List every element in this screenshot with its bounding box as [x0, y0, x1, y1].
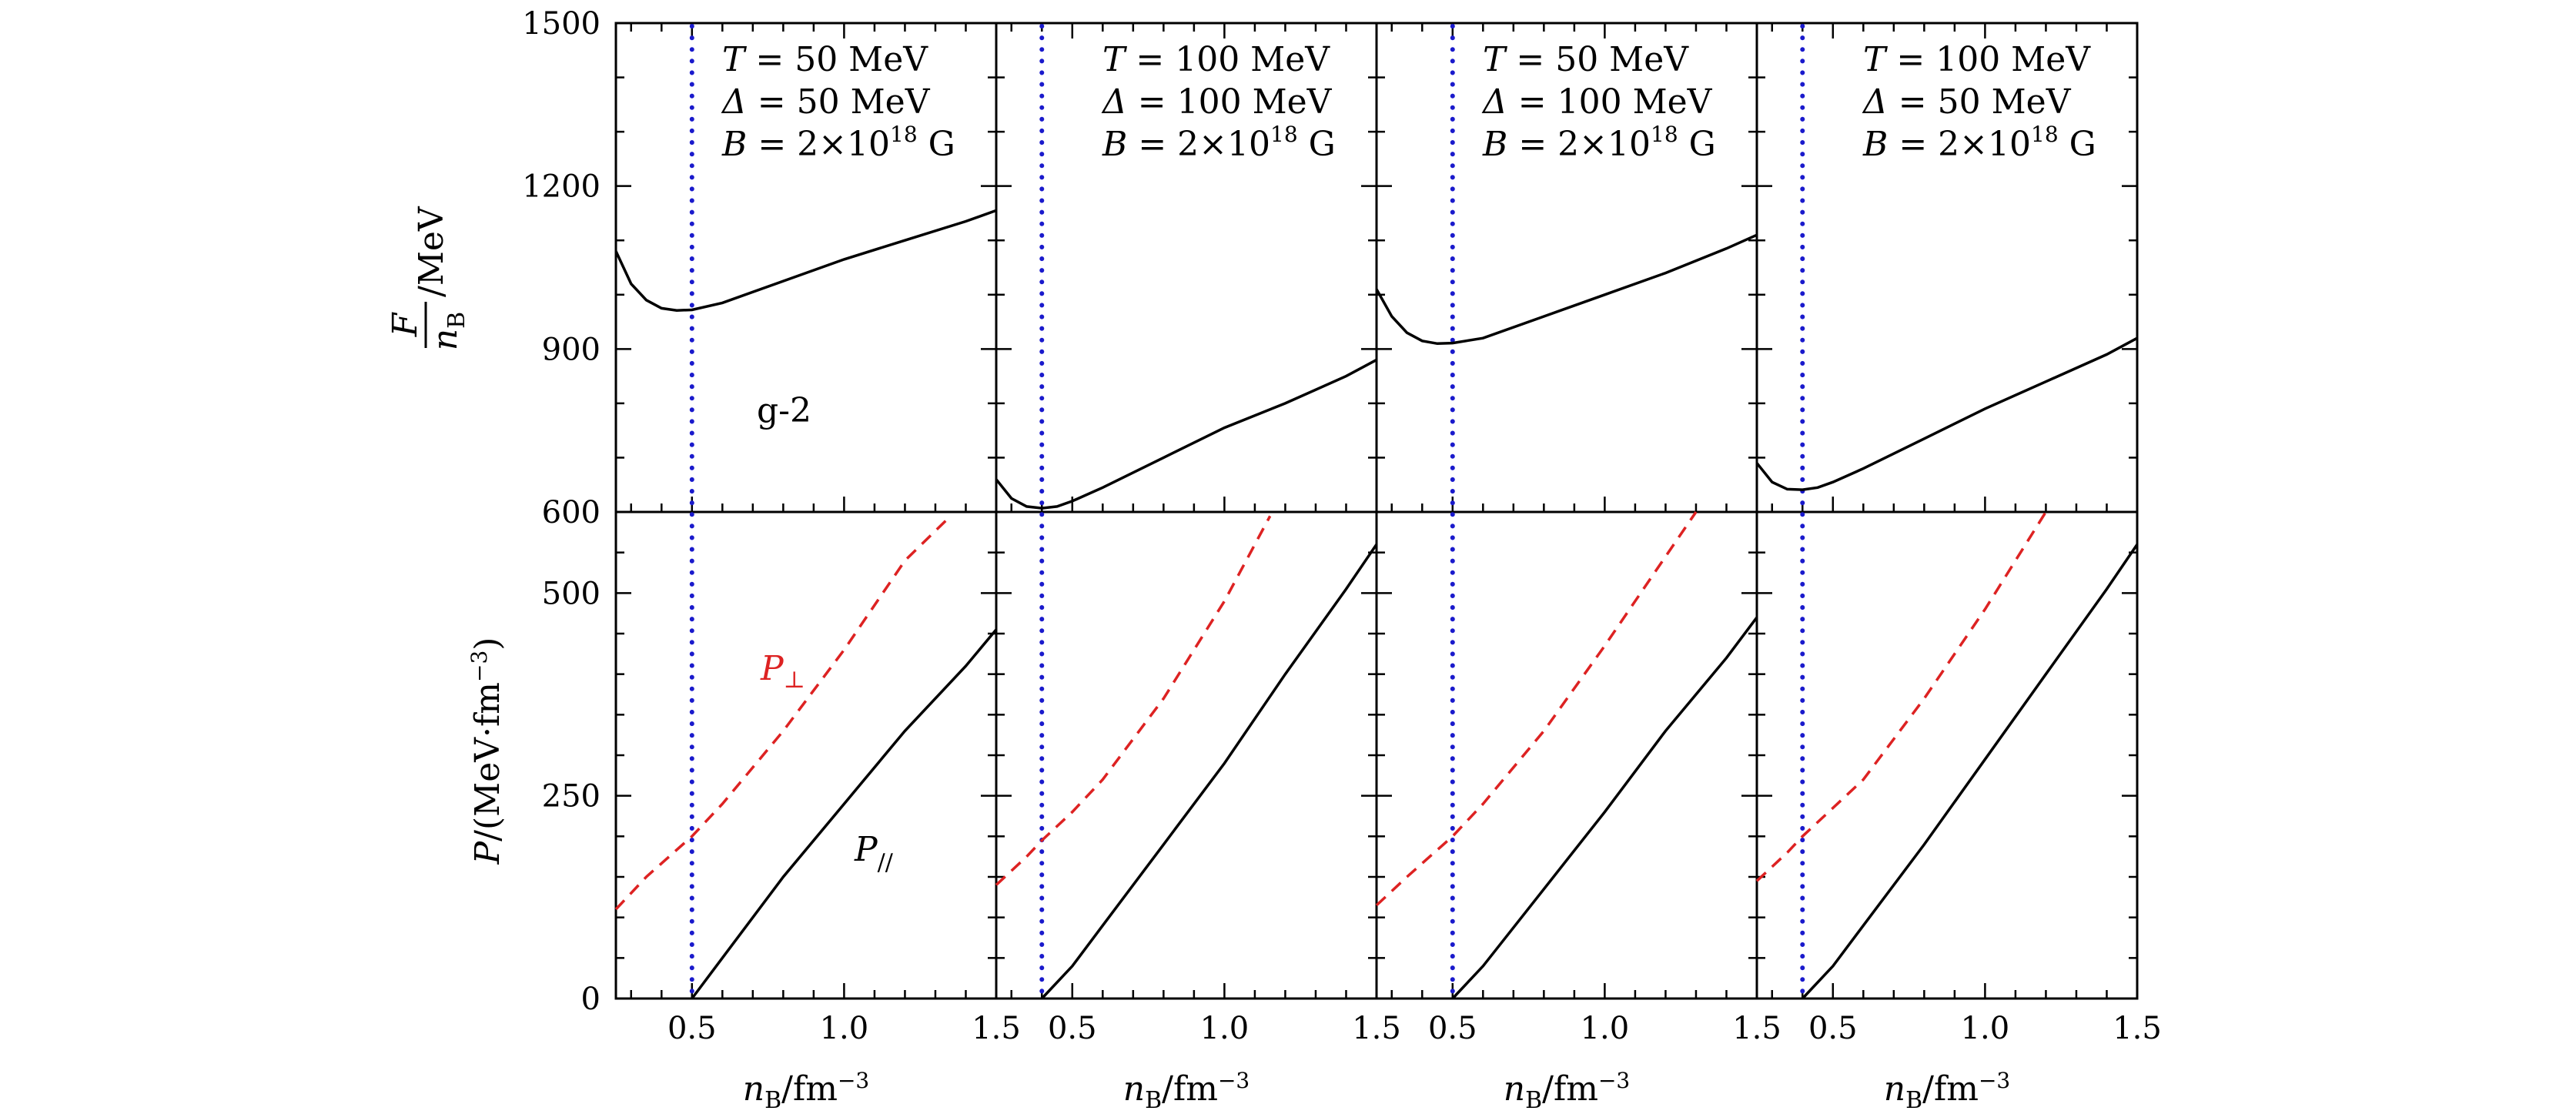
legend-row-3-3: B = 2×1018 G — [1482, 122, 1716, 164]
bottom-panel-frame-2 — [995, 510, 1378, 1000]
bottom-y-tick-label: 500 — [542, 576, 601, 611]
x-tick-label: 0.5 — [1048, 1011, 1097, 1046]
legend-row-4-2: Δ = 50 MeV — [1862, 82, 2072, 122]
x-tick-label: 1.0 — [820, 1011, 869, 1046]
plots-layer: 0.5 1.0 1.5 nB/fm−3 0.5 1.0 1.5 nB/fm−3 0.5 1.0 1.… — [522, 6, 2162, 1114]
x-axis-label-2: nB/fm−3 — [1123, 1068, 1250, 1114]
legend-row-4-1: T = 100 MeV — [1863, 40, 2091, 79]
top-y-label-numerator: F — [386, 312, 425, 337]
p-parallel-curve-1 — [691, 628, 998, 1000]
top-y-tick-label: 1500 — [522, 6, 601, 42]
x-axis-label-3: nB/fm−3 — [1504, 1068, 1631, 1114]
p-parallel-curve-3 — [1451, 616, 1758, 1000]
x-tick-label: 0.5 — [667, 1011, 717, 1046]
top-y-axis-label: F nB /MeV — [386, 206, 470, 350]
bottom-y-tick-label: 250 — [542, 779, 601, 815]
p-perp-annotation: P⊥ — [760, 649, 805, 694]
bottom-panel-frame-1 — [614, 510, 998, 1000]
legend-row-2-2: Δ = 100 MeV — [1101, 82, 1333, 122]
p-perp-curve-1 — [614, 515, 952, 911]
x-tick-label: 1.5 — [1352, 1011, 1401, 1046]
x-tick-label: 1.5 — [972, 1011, 1021, 1046]
energy-per-baryon-curve-2 — [995, 358, 1377, 510]
energy-per-baryon-curve-1 — [614, 209, 997, 312]
x-tick-label: 1.0 — [1200, 1011, 1250, 1046]
legend-row-1-1: T = 50 MeV — [722, 40, 928, 79]
x-tick-label: 1.0 — [1581, 1011, 1630, 1046]
top-y-label-unit: /MeV — [412, 206, 451, 297]
top-y-tick-label: 600 — [542, 495, 601, 530]
energy-per-baryon-curve-4 — [1755, 336, 2138, 491]
bottom-panel-frame-4 — [1755, 510, 2139, 1000]
p-perp-curve-3 — [1375, 511, 1698, 907]
legend-row-1-2: Δ = 50 MeV — [721, 82, 931, 122]
x-tick-label: 0.5 — [1808, 1011, 1858, 1046]
bottom-panel-frame-3 — [1375, 510, 1758, 1000]
top-y-tick-label: 1200 — [522, 169, 601, 205]
legend-row-2-3: B = 2×1018 G — [1102, 122, 1336, 164]
legend-row-1-3: B = 2×1018 G — [721, 122, 955, 164]
energy-per-baryon-curve-3 — [1375, 233, 1758, 346]
x-axis-label-4: nB/fm−3 — [1884, 1068, 2011, 1114]
p-perp-curve-2 — [995, 515, 1272, 886]
bottom-y-axis-label: P/(MeV·fm−3) — [467, 637, 507, 865]
p-parallel-curve-4 — [1802, 544, 2139, 1000]
legend-row-2-1: T = 100 MeV — [1102, 40, 1330, 79]
x-tick-label: 1.0 — [1961, 1011, 2010, 1046]
x-axis-label-1: nB/fm−3 — [743, 1068, 870, 1114]
bottom-y-tick-label: 0 — [581, 982, 601, 1017]
legend-row-3-1: T = 50 MeV — [1483, 40, 1689, 79]
x-tick-label: 1.5 — [2113, 1011, 2162, 1046]
p-perp-curve-4 — [1755, 511, 2047, 882]
top-y-label-denominator: nB — [426, 312, 470, 350]
p-parallel-annotation: P// — [854, 830, 894, 876]
top-y-tick-label: 900 — [542, 332, 601, 367]
p-parallel-curve-2 — [1041, 544, 1378, 1000]
x-tick-label: 1.5 — [1732, 1011, 1781, 1046]
legend-row-3-2: Δ = 100 MeV — [1481, 82, 1713, 122]
x-tick-label: 0.5 — [1428, 1011, 1477, 1046]
legend-row-4-3: B = 2×1018 G — [1862, 122, 2096, 164]
g2-annotation: g-2 — [757, 391, 811, 430]
